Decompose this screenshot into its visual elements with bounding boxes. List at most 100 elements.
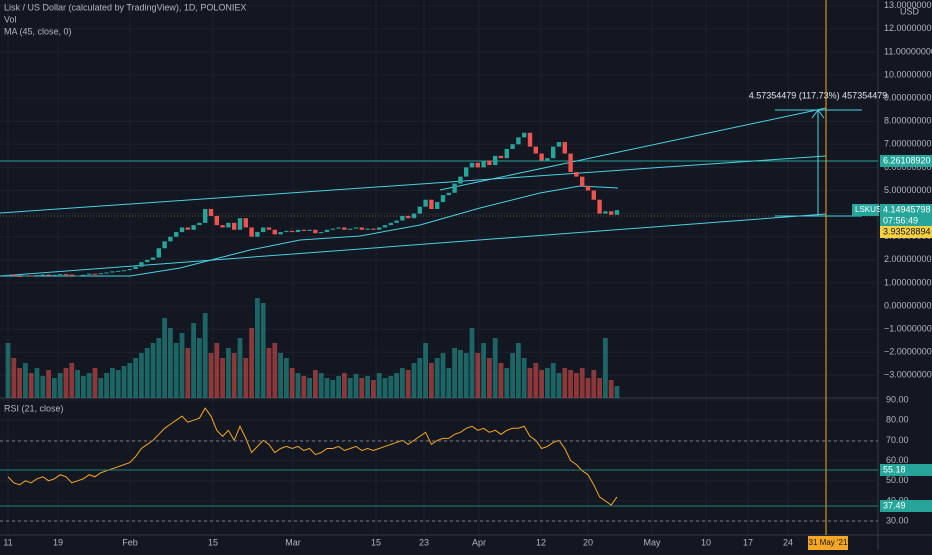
rsi-value-label: 37.49 [883,500,906,510]
volume-bar [5,343,11,398]
candle-body [556,141,562,147]
rsi-tick-label: 90.00 [886,394,909,404]
volume-bar [63,368,69,398]
candle-body [150,257,156,260]
volume-bar [423,343,428,398]
time-tick-label: Feb [122,537,138,547]
candle-body [232,222,237,230]
volume-bar [86,373,92,398]
candle-body [481,160,486,168]
rsi-tick-label: 60.00 [886,455,909,465]
cursor-badge [808,536,848,550]
volume-bar [388,376,394,398]
volume-bar [173,343,179,398]
volume-bar [498,363,504,398]
volume-bar [568,370,573,398]
candle-body [359,227,364,230]
candle-body [423,199,428,207]
volume-bar [75,370,80,398]
volume-bar [603,338,608,398]
volume-bar [353,374,359,398]
volume-bar [452,348,457,398]
volume-bar [330,380,336,398]
volume-bar [28,373,34,398]
volume-bar [98,378,104,398]
volume-bar [516,343,521,398]
candle-body [348,228,353,230]
volume-bar [220,358,225,398]
candle-body [110,271,115,273]
candle-body [255,232,260,237]
time-tick-label: 20 [583,537,593,547]
candle-body [29,275,34,277]
volume-bar [168,328,173,398]
time-tick-label: 10 [701,537,711,547]
volume-bar [284,358,289,398]
volume-bar [69,363,75,398]
volume-bar [475,353,481,398]
volume-bar [336,376,341,398]
candle-body [46,274,51,276]
volume-bar [446,368,452,398]
volume-bar [260,303,266,398]
trend-line [0,155,827,214]
candle-body [23,275,28,277]
candle-body [214,215,219,226]
price-tick-label: 11.00000000 [884,46,932,56]
candle-body [545,158,550,161]
candle-body [208,208,214,216]
volume-bar [23,363,28,398]
candle-body [324,229,330,233]
candle-body [330,228,335,230]
candle-body [429,199,434,209]
volume-bar [539,370,544,398]
price-tick-label: 1.00000000 [884,277,932,287]
volume-bar [359,378,365,398]
price-tick-label: 8.00000000 [884,116,932,126]
candle-body [435,202,440,209]
volume-bar [313,370,318,398]
symbol-label: LSKUSD [855,205,887,214]
volume-bar [556,373,562,398]
candle-body [342,227,347,230]
volume-bar [376,373,382,398]
candle-body [585,185,591,191]
volume-bar [574,373,579,398]
candle-body [290,230,295,233]
candle-body [168,236,173,242]
measure-label: 4.57354479 (117.73%) 457354479 [749,90,887,100]
price-tick-label: 0.00000000 [884,300,932,310]
volume-label: Vol [4,14,17,24]
candle-body [127,269,132,271]
low-badge [880,226,932,238]
time-tick-label: 19 [53,537,63,547]
candle-body [319,232,324,234]
candle-body [446,192,451,196]
candle-body [510,144,515,149]
last-badge [880,204,932,226]
rsi-tick-label: 50.00 [886,475,909,485]
volume-bar [249,328,254,398]
volume-bar [92,368,98,398]
symbol-badge [852,204,879,216]
volume-bar [278,353,283,398]
volume-bar [614,386,620,398]
candle-body [81,274,86,276]
ma-label: MA (45, close, 0) [4,26,72,36]
candle-body [220,225,225,228]
rsi-value-badge [880,500,932,512]
volume-bar [34,368,40,398]
time-tick-label: 17 [743,537,753,547]
volume-bar [81,376,86,398]
candle-body [121,270,127,272]
volume-bar [481,343,486,398]
time-tick-label: Mar [285,537,301,547]
volume-bar [469,328,475,398]
candle-body [406,215,411,219]
candle-body [197,222,202,226]
price-tick-label: 7.00000000 [884,139,932,149]
volume-bar [400,368,405,398]
candle-body [139,262,144,267]
candle-body [591,190,596,200]
ma-line [0,185,619,277]
